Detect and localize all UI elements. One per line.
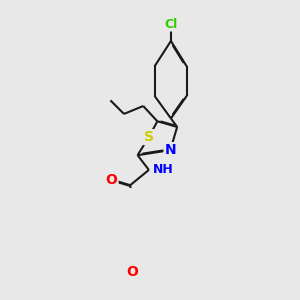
- Text: N: N: [164, 143, 176, 157]
- Text: S: S: [144, 130, 154, 144]
- Text: Cl: Cl: [164, 17, 178, 31]
- Text: NH: NH: [153, 163, 173, 176]
- Text: O: O: [126, 265, 138, 279]
- Text: O: O: [106, 172, 118, 187]
